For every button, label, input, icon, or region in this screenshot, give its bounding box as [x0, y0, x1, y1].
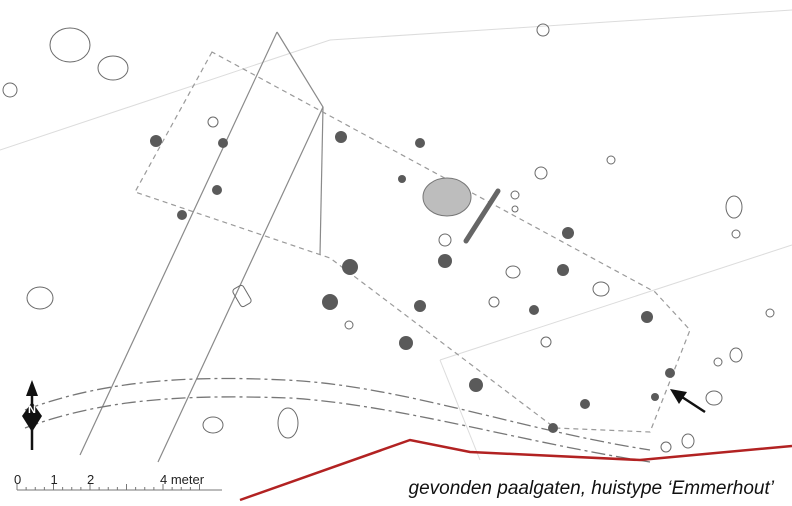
pit-feature — [422, 177, 472, 217]
map-caption: gevonden paalgaten, huistype ‘Emmerhout’ — [408, 478, 774, 499]
open-features — [2, 23, 775, 453]
house-outline — [134, 51, 691, 433]
excavation-boundary — [239, 438, 792, 502]
scale-label: 2 — [87, 472, 95, 487]
scale-label: 4 meter — [160, 472, 205, 487]
ditch-lines — [79, 31, 324, 463]
linear-feature — [463, 188, 501, 244]
track-lines — [24, 377, 651, 463]
north-arrow-icon — [22, 380, 42, 450]
north-label: N — [28, 404, 36, 416]
scale-label: 0 — [14, 472, 22, 487]
faint-lines — [0, 9, 792, 461]
scale-bar — [16, 484, 222, 491]
scale-label: 1 — [50, 472, 58, 487]
postholes — [150, 131, 675, 433]
pointer-arrow — [670, 389, 706, 414]
